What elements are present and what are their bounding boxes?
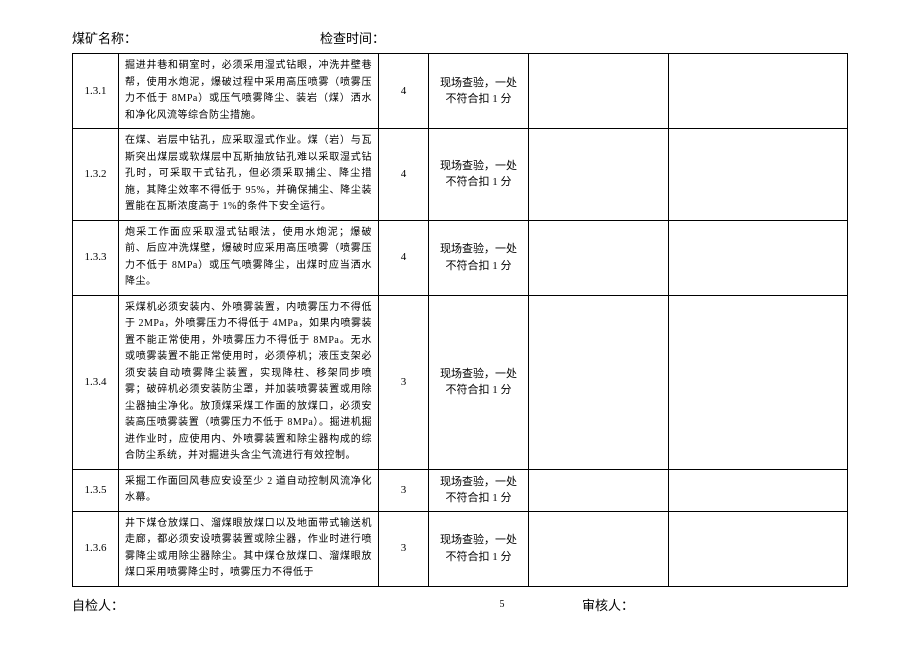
row-method: 现场查验，一处不符合扣 1 分 — [429, 220, 529, 295]
row-score: 4 — [379, 220, 429, 295]
row-blank1 — [529, 469, 669, 511]
row-description: 井下煤仓放煤口、溜煤眼放煤口以及地面带式输送机走廊，都必须安设喷雾装置或除尘器，… — [119, 511, 379, 586]
row-method: 现场查验，一处不符合扣 1 分 — [429, 295, 529, 469]
row-method: 现场查验，一处不符合扣 1 分 — [429, 54, 529, 129]
row-blank2 — [669, 469, 848, 511]
table-row: 1.3.3炮采工作面应采取湿式钻眼法，使用水炮泥；爆破前、后应冲洗煤壁，爆破时应… — [73, 220, 848, 295]
row-score: 4 — [379, 54, 429, 129]
table-row: 1.3.4采煤机必须安装内、外喷雾装置，内喷雾压力不得低于 2MPa，外喷雾压力… — [73, 295, 848, 469]
header-row: 煤矿名称： 检查时间： — [72, 28, 848, 47]
row-method: 现场查验，一处不符合扣 1 分 — [429, 129, 529, 221]
reviewer-label: 审核人： — [562, 595, 848, 614]
row-method: 现场查验，一处不符合扣 1 分 — [429, 511, 529, 586]
self-check-label: 自检人： — [72, 595, 442, 614]
row-description: 在煤、岩层中钻孔，应采取湿式作业。煤（岩）与瓦斯突出煤层或软煤层中瓦斯抽放钻孔难… — [119, 129, 379, 221]
row-description: 采掘工作面回风巷应安设至少 2 道自动控制风流净化水幕。 — [119, 469, 379, 511]
row-blank1 — [529, 129, 669, 221]
check-time-label: 检查时间： — [320, 28, 848, 47]
row-blank2 — [669, 220, 848, 295]
footer-row: 自检人： 5 审核人： — [72, 595, 848, 614]
row-id: 1.3.6 — [73, 511, 119, 586]
row-blank1 — [529, 295, 669, 469]
row-id: 1.3.2 — [73, 129, 119, 221]
row-id: 1.3.5 — [73, 469, 119, 511]
row-blank2 — [669, 295, 848, 469]
row-score: 3 — [379, 295, 429, 469]
row-blank2 — [669, 129, 848, 221]
row-blank2 — [669, 54, 848, 129]
row-id: 1.3.3 — [73, 220, 119, 295]
row-id: 1.3.1 — [73, 54, 119, 129]
row-description: 掘进井巷和硐室时，必须采用湿式钻眼，冲洗井壁巷帮，使用水炮泥，爆破过程中采用高压… — [119, 54, 379, 129]
table-row: 1.3.2在煤、岩层中钻孔，应采取湿式作业。煤（岩）与瓦斯突出煤层或软煤层中瓦斯… — [73, 129, 848, 221]
row-blank1 — [529, 54, 669, 129]
row-id: 1.3.4 — [73, 295, 119, 469]
row-method: 现场查验，一处不符合扣 1 分 — [429, 469, 529, 511]
row-score: 3 — [379, 511, 429, 586]
page-number: 5 — [442, 599, 562, 610]
table-row: 1.3.1掘进井巷和硐室时，必须采用湿式钻眼，冲洗井壁巷帮，使用水炮泥，爆破过程… — [73, 54, 848, 129]
row-description: 炮采工作面应采取湿式钻眼法，使用水炮泥；爆破前、后应冲洗煤壁，爆破时应采用高压喷… — [119, 220, 379, 295]
table-row: 1.3.6井下煤仓放煤口、溜煤眼放煤口以及地面带式输送机走廊，都必须安设喷雾装置… — [73, 511, 848, 586]
row-score: 4 — [379, 129, 429, 221]
inspection-table: 1.3.1掘进井巷和硐室时，必须采用湿式钻眼，冲洗井壁巷帮，使用水炮泥，爆破过程… — [72, 53, 848, 587]
row-blank1 — [529, 511, 669, 586]
row-blank2 — [669, 511, 848, 586]
row-blank1 — [529, 220, 669, 295]
row-score: 3 — [379, 469, 429, 511]
row-description: 采煤机必须安装内、外喷雾装置，内喷雾压力不得低于 2MPa，外喷雾压力不得低于 … — [119, 295, 379, 469]
mine-name-label: 煤矿名称： — [72, 28, 320, 47]
table-row: 1.3.5采掘工作面回风巷应安设至少 2 道自动控制风流净化水幕。3现场查验，一… — [73, 469, 848, 511]
